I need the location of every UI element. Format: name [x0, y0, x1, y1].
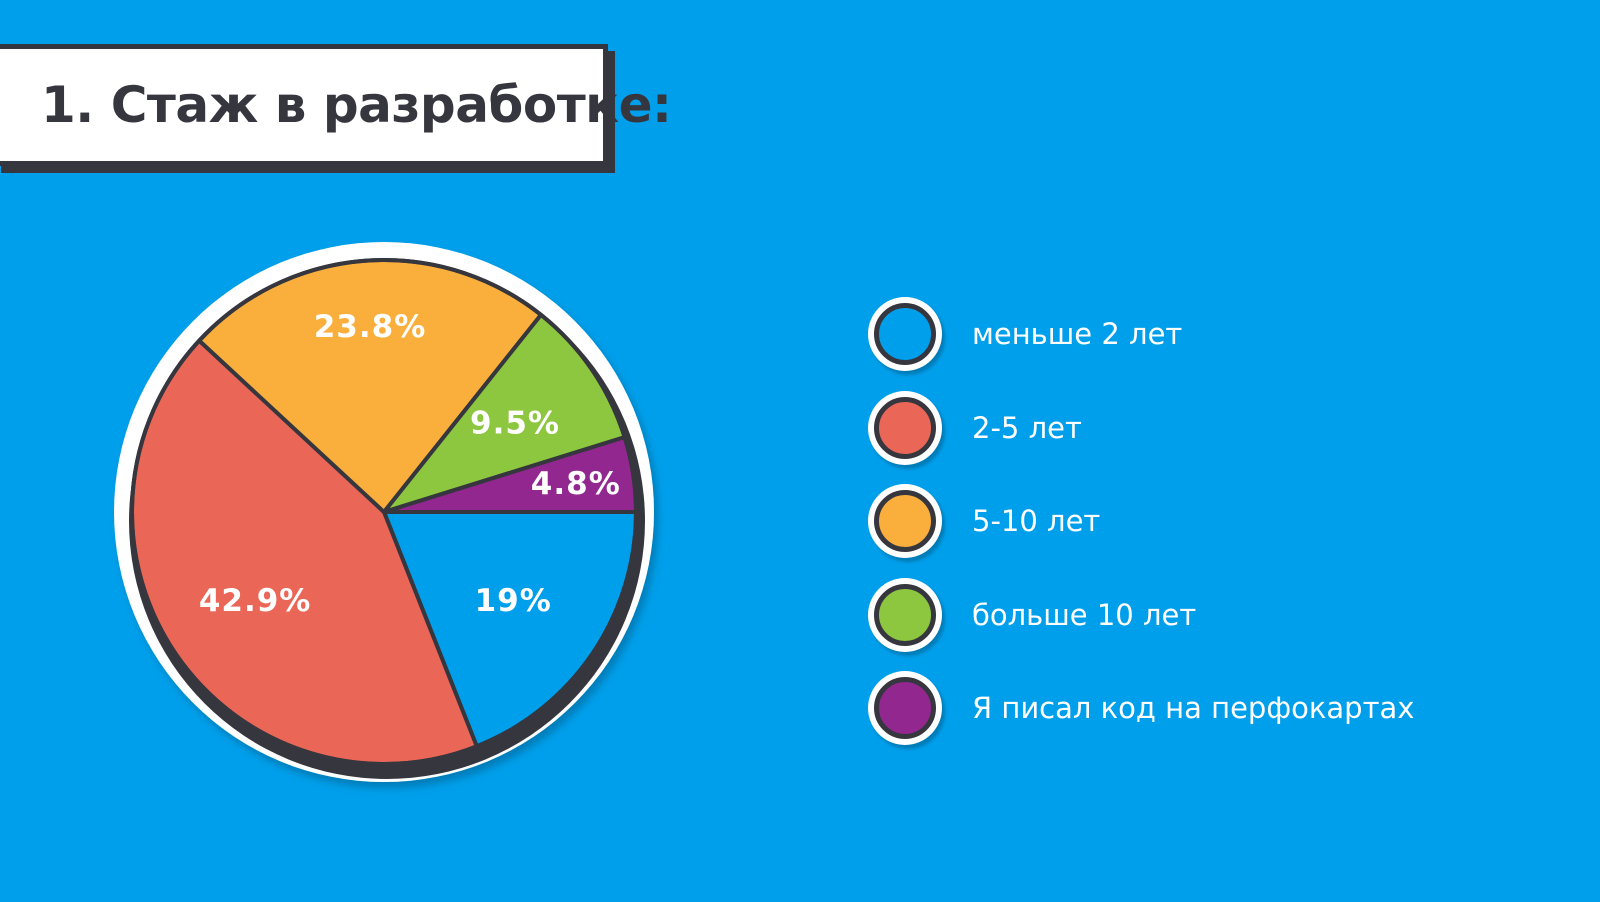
pie-slice-label: 9.5%	[470, 405, 560, 441]
pie-slice-label: 42.9%	[199, 583, 312, 619]
legend-swatch	[868, 390, 942, 465]
legend-label: меньше 2 лет	[972, 317, 1183, 351]
legend-item: 5-10 лет	[868, 484, 1428, 562]
pie-border	[130, 258, 638, 766]
legend-label: больше 10 лет	[972, 597, 1197, 632]
legend-swatch	[868, 484, 942, 558]
pie-slices	[130, 258, 638, 766]
legend-swatch	[868, 671, 942, 745]
legend-swatch	[868, 577, 942, 652]
legend-item: Я писал код на перфокартах	[868, 671, 1428, 749]
chart-title: 1. Стаж в разработке:	[41, 76, 672, 134]
legend-item: 2-5 лет	[868, 390, 1428, 469]
legend-swatch-fill	[874, 583, 936, 646]
legend-label: Я писал код на перфокартах	[972, 691, 1415, 725]
legend-swatch-fill	[874, 490, 936, 552]
legend-item: больше 10 лет	[868, 577, 1428, 656]
pie-slice-labels: 19% 42.9% 23.8% 9.5% 4.8%	[199, 309, 621, 619]
pie-slice-label: 4.8%	[531, 466, 621, 502]
legend-item: меньше 2 лет	[868, 297, 1428, 375]
legend-swatch-fill	[874, 303, 936, 365]
legend-swatch	[868, 297, 942, 371]
legend-swatch-fill	[874, 396, 936, 459]
pie-slice-label: 19%	[475, 583, 552, 619]
legend-label: 5-10 лет	[972, 504, 1101, 538]
legend-label: 2-5 лет	[972, 410, 1082, 445]
legend-swatch-fill	[874, 677, 936, 739]
title-box: 1. Стаж в разработке:	[0, 44, 672, 166]
pie-slice-label: 23.8%	[314, 309, 427, 345]
